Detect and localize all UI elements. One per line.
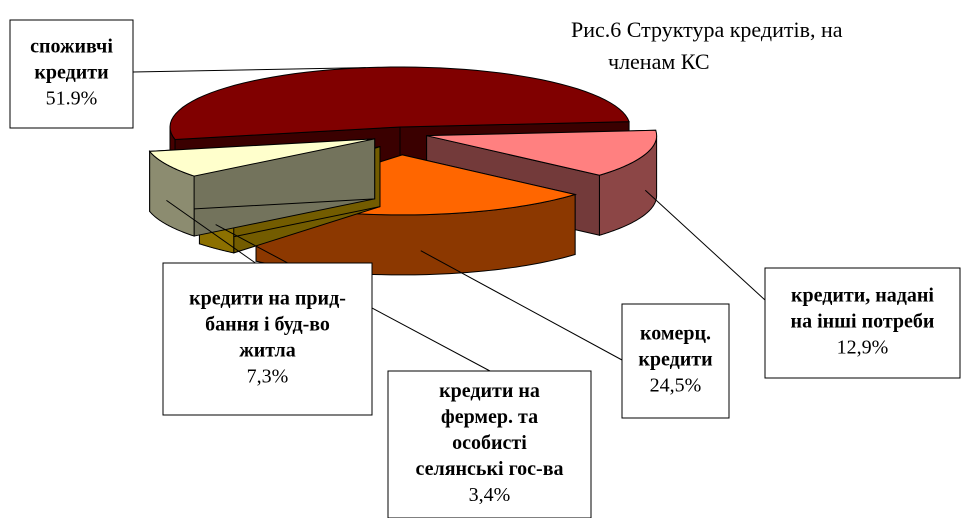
leader-line [420, 250, 623, 361]
category-label: кредити [34, 62, 108, 84]
value-label: 7,3% [247, 366, 289, 388]
value-label: 3,4% [469, 484, 511, 506]
category-label: споживчі [30, 36, 113, 58]
value-label: 51.9% [46, 88, 98, 110]
category-label: бання і буд-во [205, 314, 330, 336]
category-label: кредити на [439, 380, 540, 402]
chart-subtitle: членам КС [608, 49, 710, 74]
category-label: на інші потреби [791, 311, 935, 333]
leader-line [132, 67, 366, 73]
category-label: кредити, надані [791, 285, 934, 307]
label-box [162, 262, 373, 416]
label-box [387, 370, 592, 518]
slice-top [148, 138, 375, 177]
label-box [764, 267, 961, 379]
category-label: особисті [452, 432, 527, 454]
category-label: фермер. та [441, 406, 538, 428]
slice-top [426, 129, 658, 176]
label-box [621, 303, 730, 419]
leader-line [644, 189, 766, 301]
value-label: 24,5% [650, 375, 702, 397]
category-label: кредити на прид- [189, 288, 346, 310]
category-label: кредити [638, 349, 712, 371]
pie-slice [148, 138, 376, 237]
chart-title: Рис.6 Структура кредитів, на [571, 17, 843, 42]
category-label: житла [239, 340, 296, 362]
category-label: селянські гос-ва [415, 458, 563, 480]
label-box [9, 19, 134, 129]
value-label: 12,9% [837, 337, 889, 359]
category-label: комерц. [640, 323, 711, 345]
